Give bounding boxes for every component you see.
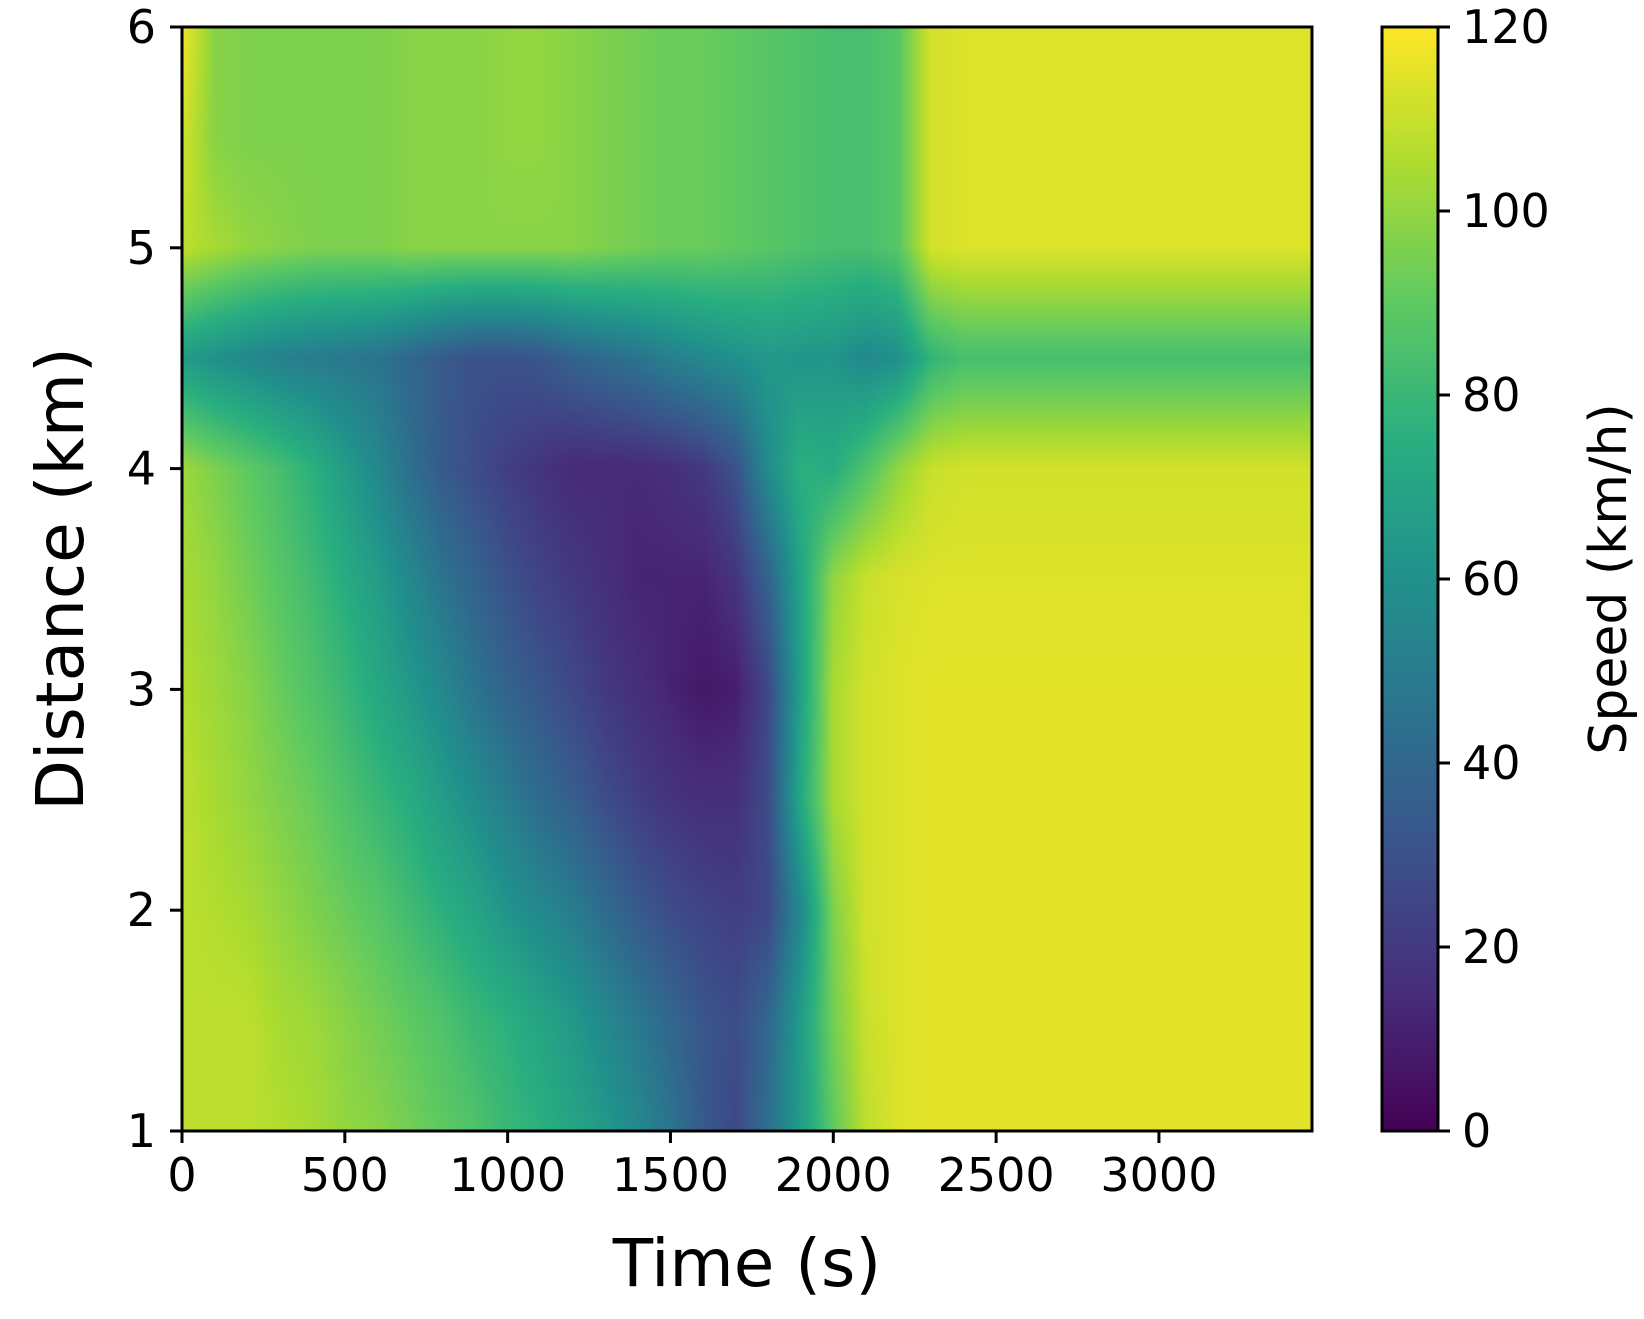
x-tick-label: 1500 [612,1148,729,1202]
colorbar-label: Speed (km/h) [1579,403,1639,754]
y-tick-label: 2 [127,883,156,937]
y-axis-ticks: 1 2 3 4 5 6 [127,0,182,1158]
x-tick-label: 2500 [938,1148,1055,1202]
colorbar-tick-label: 100 [1462,184,1550,238]
x-axis-ticks: 0 500 1000 1500 2000 2500 3000 [167,1131,1217,1202]
y-tick-label: 4 [127,442,156,496]
x-tick-label: 3000 [1100,1148,1217,1202]
y-tick-label: 3 [127,662,156,716]
speed-field-image [182,27,1312,1131]
y-tick-label: 1 [127,1104,156,1158]
x-tick-label: 500 [301,1148,389,1202]
colorbar-tick-label: 60 [1462,552,1521,606]
heatmap-plot-area [182,27,1312,1131]
colorbar [1380,25,1440,1133]
x-tick-label: 0 [167,1148,196,1202]
x-tick-label: 2000 [775,1148,892,1202]
colorbar-tick-label: 40 [1462,736,1521,790]
colorbar-tick-label: 120 [1462,0,1550,54]
x-axis-label: Time (s) [612,1225,881,1302]
plot-frame [180,25,1314,1133]
x-tick-label: 1000 [449,1148,566,1202]
y-tick-label: 5 [127,221,156,275]
colorbar-tick-label: 80 [1462,368,1521,422]
colorbar-tick-label: 0 [1462,1104,1491,1158]
colorbar-ticks: 0 20 40 60 80 100 120 [1438,0,1550,1158]
y-axis-label: Distance (km) [22,347,99,811]
y-tick-label: 6 [127,0,156,54]
colorbar-tick-label: 20 [1462,920,1521,974]
